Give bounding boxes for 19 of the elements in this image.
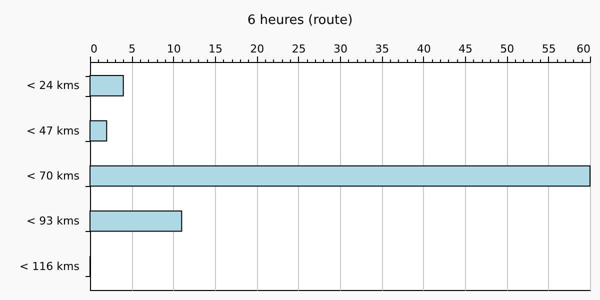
- y-tick-label: < 24 kms: [26, 79, 80, 92]
- x-tick-label: 60: [576, 42, 590, 56]
- x-tick-label: 25: [292, 42, 306, 56]
- x-tick-label: 55: [542, 42, 556, 56]
- x-tick-label: 45: [458, 42, 472, 56]
- y-tick-label: < 116 kms: [19, 260, 80, 273]
- x-tick-label: 10: [166, 42, 181, 56]
- chart-title: 6 heures (route): [247, 13, 353, 28]
- x-tick-label: 30: [334, 42, 348, 56]
- y-tick-label: < 47 kms: [26, 124, 80, 138]
- x-tick-label: 0: [90, 42, 98, 56]
- y-tick-label: < 70 kms: [26, 170, 80, 182]
- y-tick-label: < 93 kms: [26, 214, 80, 228]
- x-tick-label: 50: [500, 42, 514, 56]
- x-tick-label: 20: [250, 42, 264, 56]
- x-tick-label: 40: [416, 42, 431, 56]
- x-tick-label: 35: [375, 42, 390, 56]
- x-tick-label: 5: [128, 42, 136, 56]
- x-tick-label: 15: [208, 42, 222, 56]
